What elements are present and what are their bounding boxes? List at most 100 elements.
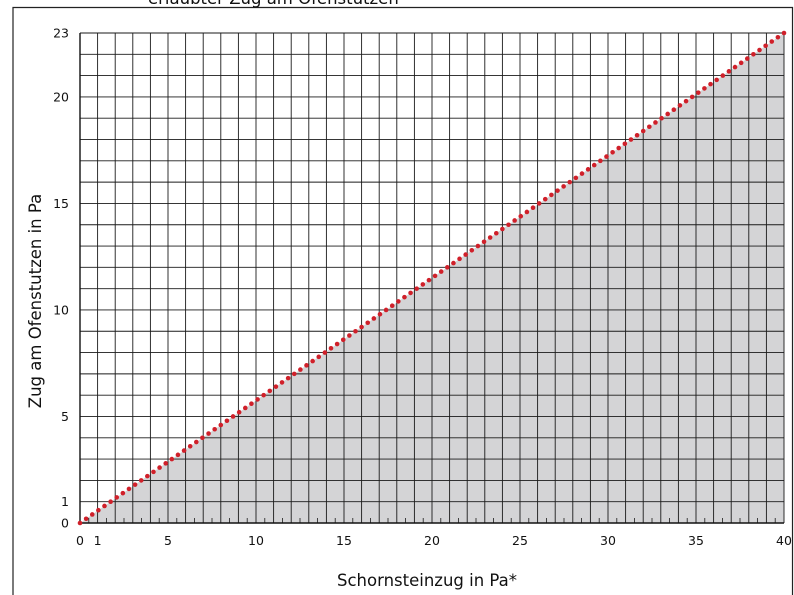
x-tick-label: 10	[248, 533, 264, 548]
line-point	[377, 311, 383, 317]
line-point	[316, 354, 322, 360]
line-point	[775, 34, 781, 40]
line-point	[708, 81, 713, 87]
x-tick-label: 0	[76, 533, 84, 548]
line-point	[475, 243, 481, 249]
line-point	[506, 222, 511, 228]
line-point	[187, 444, 193, 449]
line-point	[536, 201, 542, 206]
line-point	[230, 414, 236, 419]
line-point	[683, 98, 689, 104]
x-axis-title: Schornsteinzug in Pa*	[337, 571, 517, 590]
line-point	[695, 90, 701, 95]
line-point	[438, 269, 444, 274]
line-point	[653, 120, 658, 125]
line-point	[518, 213, 524, 219]
line-point	[616, 145, 622, 151]
line-point	[108, 499, 113, 504]
x-tick-label: 25	[512, 533, 528, 548]
line-point	[371, 316, 377, 321]
y-tick-label: 10	[53, 302, 69, 317]
line-point	[138, 478, 144, 483]
top-caption-partial: erlaubter Zug am Ofenstutzen	[148, 0, 399, 8]
y-tick-label: 15	[53, 196, 69, 211]
line-point	[126, 486, 132, 492]
line-point	[640, 128, 646, 134]
line-point	[732, 64, 738, 70]
line-point	[218, 422, 224, 428]
line-point	[212, 426, 217, 432]
line-point	[310, 358, 315, 364]
x-tick-label: 30	[600, 533, 616, 548]
y-tick-label: 5	[61, 409, 69, 424]
line-point	[763, 43, 768, 49]
line-point	[77, 520, 83, 526]
line-point	[726, 69, 732, 74]
line-point	[714, 77, 719, 83]
line-point	[273, 384, 279, 389]
line-point	[200, 435, 205, 441]
line-point	[206, 431, 211, 436]
line-point	[469, 248, 475, 253]
x-tick-label: 40	[776, 533, 792, 548]
line-point	[291, 371, 297, 377]
line-point	[175, 452, 181, 458]
chart-frame	[12, 6, 794, 595]
y-tick-label: 23	[53, 26, 69, 41]
line-point	[359, 324, 364, 330]
line-point	[194, 439, 199, 445]
y-tick-label: 1	[61, 494, 69, 509]
line-point	[169, 456, 175, 462]
x-tick-label: 35	[688, 533, 704, 548]
line-point	[267, 388, 273, 394]
line-point	[591, 162, 597, 168]
line-point	[285, 375, 291, 381]
line-point	[353, 328, 358, 334]
line-point	[579, 171, 585, 176]
line-point	[720, 73, 726, 78]
line-point	[573, 175, 579, 181]
line-point	[598, 158, 603, 164]
line-point	[634, 132, 640, 138]
line-point	[781, 30, 787, 36]
line-point	[445, 265, 450, 270]
line-point	[365, 320, 371, 326]
line-point	[96, 507, 101, 513]
line-point	[334, 341, 340, 347]
line-point	[304, 363, 309, 368]
line-point	[659, 115, 664, 121]
line-point	[567, 179, 573, 185]
line-point	[132, 482, 138, 487]
line-point	[671, 107, 677, 112]
line-point	[420, 282, 426, 287]
line-point	[328, 346, 334, 351]
line-point	[524, 209, 530, 215]
line-point	[402, 294, 407, 300]
line-point	[751, 52, 756, 57]
line-point	[163, 461, 169, 466]
line-point	[322, 350, 328, 355]
line-point	[487, 235, 493, 240]
line-point	[738, 60, 744, 66]
line-point	[145, 473, 150, 479]
line-point	[555, 188, 560, 193]
line-point	[702, 86, 707, 91]
line-point	[279, 380, 285, 385]
x-tick-label: 20	[424, 533, 440, 548]
line-point	[769, 39, 775, 44]
line-point	[408, 290, 413, 296]
line-point	[120, 490, 126, 496]
line-point	[114, 495, 120, 500]
line-point	[83, 516, 89, 522]
x-tick-label: 5	[164, 533, 172, 548]
x-tick-label: 15	[336, 533, 352, 548]
line-point	[298, 367, 303, 372]
line-point	[463, 252, 468, 257]
line-point	[396, 299, 401, 304]
line-point	[689, 94, 695, 100]
line-point	[426, 277, 432, 283]
line-point	[457, 256, 462, 262]
line-point	[542, 196, 548, 202]
line-point	[236, 409, 242, 415]
